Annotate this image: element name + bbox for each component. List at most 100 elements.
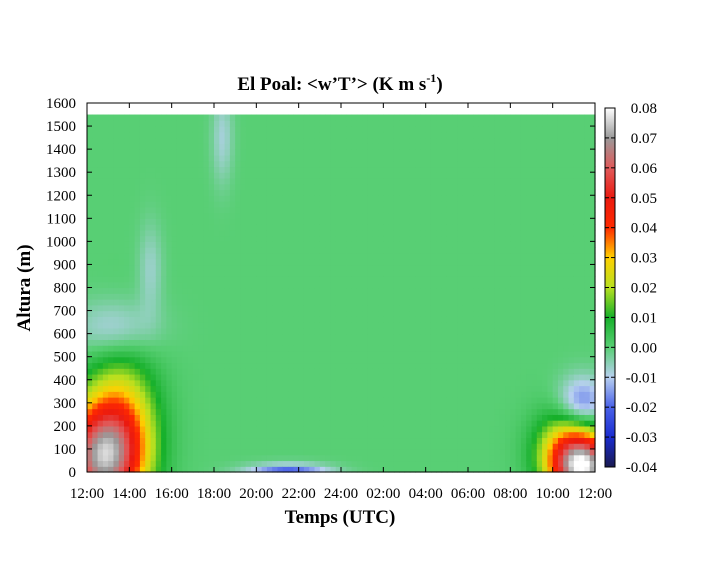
heatmap-cell xyxy=(430,154,437,162)
heatmap-cell xyxy=(319,322,326,329)
heatmap-cell xyxy=(319,402,326,410)
heatmap-cell xyxy=(224,385,231,392)
heatmap-cell xyxy=(346,327,353,335)
heatmap-cell xyxy=(351,443,358,450)
heatmap-cell xyxy=(468,304,474,312)
heatmap-cell xyxy=(499,235,506,242)
heatmap-cell xyxy=(499,414,506,421)
heatmap-cell xyxy=(293,379,300,387)
heatmap-cell xyxy=(192,414,199,421)
heatmap-cell xyxy=(351,454,358,462)
heatmap-cell xyxy=(176,258,183,266)
heatmap-cell xyxy=(208,195,215,202)
heatmap-cell xyxy=(229,229,236,237)
heatmap-cell xyxy=(150,212,157,219)
heatmap-cell xyxy=(192,143,199,150)
heatmap-cell xyxy=(473,235,480,242)
heatmap-cell xyxy=(298,460,305,467)
heatmap-cell xyxy=(335,177,342,185)
heatmap-cell xyxy=(134,235,141,242)
heatmap-cell xyxy=(330,287,337,294)
heatmap-cell xyxy=(208,299,215,306)
heatmap-cell xyxy=(409,149,416,156)
heatmap-cell xyxy=(208,454,215,462)
heatmap-cell xyxy=(309,281,316,289)
heatmap-cell xyxy=(362,466,369,473)
heatmap-cell xyxy=(420,460,427,467)
heatmap-cell xyxy=(372,368,379,375)
heatmap-cell xyxy=(346,304,353,312)
heatmap-cell xyxy=(372,172,379,179)
heatmap-cell xyxy=(505,368,511,375)
heatmap-cell xyxy=(468,183,474,191)
heatmap-cell xyxy=(134,408,141,415)
heatmap-cell xyxy=(314,287,321,294)
heatmap-cell xyxy=(325,466,332,473)
heatmap-cell xyxy=(367,137,374,144)
heatmap-cell xyxy=(430,229,437,237)
heatmap-cell xyxy=(229,460,236,467)
heatmap-cell xyxy=(330,391,337,398)
heatmap-cell xyxy=(330,466,337,473)
heatmap-cell xyxy=(314,154,321,162)
heatmap-cell xyxy=(441,143,448,150)
heatmap-cell xyxy=(489,241,496,248)
heatmap-cell xyxy=(378,373,384,381)
heatmap-cell xyxy=(510,345,517,352)
heatmap-cell xyxy=(499,137,506,144)
heatmap-cell xyxy=(245,195,252,202)
heatmap-cell xyxy=(415,224,421,231)
heatmap-cell xyxy=(430,414,437,421)
heatmap-cell xyxy=(388,379,395,387)
heatmap-cell xyxy=(505,373,511,381)
heatmap-cell xyxy=(362,247,369,254)
heatmap-cell xyxy=(325,293,332,300)
heatmap-cell xyxy=(134,299,141,306)
heatmap-cell xyxy=(87,368,93,375)
heatmap-cell xyxy=(399,149,406,156)
heatmap-cell xyxy=(214,345,220,352)
heatmap-cell xyxy=(473,114,480,121)
heatmap-cell xyxy=(420,252,427,260)
heatmap-cell xyxy=(155,154,162,162)
heatmap-cell xyxy=(166,299,173,306)
heatmap-cell xyxy=(483,177,490,185)
heatmap-cell xyxy=(351,385,358,392)
heatmap-cell xyxy=(494,183,501,191)
heatmap-cell xyxy=(494,149,501,156)
heatmap-cell xyxy=(346,402,353,410)
heatmap-cell xyxy=(309,327,316,335)
heatmap-cell xyxy=(372,322,379,329)
heatmap-cell xyxy=(388,304,395,312)
heatmap-cell xyxy=(277,281,284,289)
heatmap-cell xyxy=(161,304,167,312)
heatmap-cell xyxy=(298,183,305,191)
heatmap-cell xyxy=(261,397,268,404)
heatmap-cell xyxy=(388,149,395,156)
heatmap-cell xyxy=(457,212,464,219)
heatmap-cell xyxy=(446,224,453,231)
heatmap-cell xyxy=(457,287,464,294)
heatmap-cell xyxy=(293,293,300,300)
heatmap-cell xyxy=(330,189,337,196)
heatmap-cell xyxy=(118,385,125,392)
heatmap-cell xyxy=(161,287,167,294)
heatmap-cell xyxy=(108,281,115,289)
heatmap-cell xyxy=(235,437,242,444)
heatmap-cell xyxy=(494,206,501,214)
heatmap-cell xyxy=(473,218,480,225)
heatmap-cell xyxy=(462,160,469,168)
heatmap-cell xyxy=(261,114,268,121)
heatmap-cell xyxy=(489,137,496,144)
heatmap-cell xyxy=(235,379,242,387)
heatmap-cell xyxy=(362,201,369,208)
heatmap-cell xyxy=(97,316,104,323)
heatmap-cell xyxy=(478,368,485,375)
heatmap-cell xyxy=(219,114,226,121)
heatmap-cell xyxy=(134,345,141,352)
heatmap-cell xyxy=(245,454,252,462)
heatmap-cell xyxy=(457,154,464,162)
heatmap-cell xyxy=(261,137,268,144)
heatmap-cell xyxy=(161,252,167,260)
heatmap-cell xyxy=(192,206,199,214)
